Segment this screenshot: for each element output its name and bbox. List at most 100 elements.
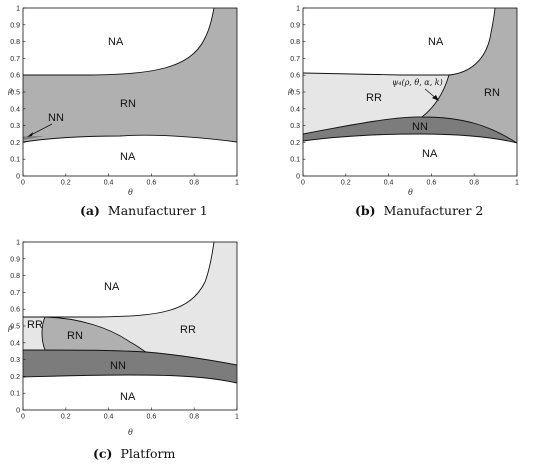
panel-b-xlabel: θ	[408, 188, 413, 197]
panel-c-rn-rr-right-boundary	[44, 316, 147, 353]
panel-b-xtick-label: 0.6	[427, 180, 437, 187]
panel-a-ytick-label: 0.7	[10, 56, 20, 63]
panel-c-ylabel: ρ	[7, 323, 13, 332]
panel-b-caption-tag: (b)	[355, 203, 376, 218]
panel-a-ytick-label: 0.1	[10, 157, 20, 164]
panel-b-ytick-label: 0.3	[290, 123, 300, 130]
panel-a-rn-region	[23, 8, 237, 142]
panel-a-xtick-label: 0.8	[189, 180, 199, 187]
panel-a-ytick-label: 0.2	[10, 140, 20, 147]
panel-c-xtick-label: 0.6	[147, 414, 157, 421]
panel-b-caption: (b) Manufacturer 2	[355, 203, 483, 218]
panel-b-upper-boundary	[303, 8, 496, 76]
panel-c-rn-region	[42, 317, 146, 352]
panel-b-ticks: 0 0.2 0.4 0.6 0.8 1 0 0.1 0.2 0.3 0.4 0.5 0.6 0.7 0.8 0…	[290, 6, 519, 187]
panel-b-ytick-label: 0.1	[290, 157, 300, 164]
panel-b-ytick-label: 0	[296, 174, 300, 181]
panel-b-ytick-label: 0.9	[290, 22, 300, 29]
panel-c-ytick-label: 0.5	[10, 324, 20, 331]
panel-b-ylabel: ρ	[287, 86, 293, 95]
panel-b-ytick-label: 1	[296, 6, 300, 13]
panel-b-xtick-label: 0.8	[469, 180, 479, 187]
panel-b-label-rr: RR	[366, 92, 382, 104]
panel-c-label-rr-right: RR	[180, 324, 196, 336]
panel-b-nn-region	[303, 116, 517, 143]
panel-b-plot-area	[303, 8, 517, 176]
panel-a-xtick-label: 1	[235, 180, 239, 187]
panel-c-ytick-label: 0.8	[10, 273, 20, 280]
panel-c-ytick-label: 0.1	[10, 391, 20, 398]
panel-a-xtick-label: 0.4	[104, 180, 114, 187]
panel-a-caption-tag: (a)	[80, 203, 100, 218]
panel-c-rr-rn-left-boundary	[41, 316, 46, 351]
panel-b-label-na-top: NA	[428, 36, 444, 48]
panel-c-ytick-label: 0.7	[10, 290, 20, 297]
panel-b-ytick-label: 0.7	[290, 56, 300, 63]
panel-a-label-na-top: NA	[108, 36, 124, 48]
panel-a-ytick-label: 0.5	[10, 90, 20, 97]
panel-b-nn-upper-boundary	[303, 116, 517, 144]
panel-a-xtick-label: 0	[21, 180, 25, 187]
panel-c-label-na-bottom: NA	[120, 391, 136, 403]
panel-a-label-nn: NN	[48, 112, 64, 124]
panel-b-xtick-label: 0	[301, 180, 305, 187]
panel-b-ytick-label: 0.8	[290, 39, 300, 46]
panel-b-ytick-label: 0.2	[290, 140, 300, 147]
panel-a-xtick-label: 0.2	[61, 180, 71, 187]
panel-c-caption-tag: (c)	[93, 446, 112, 461]
panel-a-xtick-label: 0.6	[147, 180, 157, 187]
panel-b-ytick-label: 0.4	[290, 106, 300, 113]
panel-c-xtick-label: 0.8	[189, 414, 199, 421]
panel-b-label-rn: RN	[484, 87, 500, 99]
panel-a-nn-arrowhead-icon	[27, 132, 33, 137]
panel-b-lower-boundary	[303, 133, 517, 144]
panel-b-label-na-bottom: NA	[422, 148, 438, 160]
panel-a-caption-text: Manufacturer 1	[108, 203, 208, 218]
panel-c-ytick-label: 1	[16, 240, 20, 247]
panel-a-nn-region	[23, 136, 45, 140]
panel-b-label-nn: NN	[412, 121, 428, 133]
panel-c-ytick-label: 0.4	[10, 340, 20, 347]
panel-a-label-rn: RN	[120, 98, 136, 110]
panel-c-plot-area	[23, 242, 237, 410]
panel-b-ytick-label: 0.5	[290, 90, 300, 97]
panel-b-xtick-label: 1	[515, 180, 519, 187]
panel-a-nn-arrow	[28, 123, 53, 137]
panel-a-label-na-bottom: NA	[120, 151, 136, 163]
panel-c-nn-region	[23, 350, 237, 383]
panel-a-ylabel: ρ	[7, 86, 13, 95]
panel-a-ytick-label: 0.4	[10, 106, 20, 113]
panel-c-lower-boundary	[23, 374, 237, 384]
panel-a-ytick-label: 0.6	[10, 73, 20, 80]
panel-a-xlabel: θ	[128, 188, 133, 197]
panel-c-label-nn: NN	[110, 360, 126, 372]
panel-c-xlabel: θ	[128, 428, 133, 437]
panel-c-ytick-label: 0.9	[10, 256, 20, 263]
panel-c-label-rn: RN	[67, 330, 83, 342]
panel-b: NA RR RN NN NA ψ₄(ρ, θ, α, k) 0 0.2 0.4 0.6…	[287, 6, 519, 219]
panel-c-caption-text: Platform	[120, 446, 175, 461]
panel-a-lower-boundary	[23, 134, 237, 143]
panel-c-xtick-label: 0.2	[61, 414, 71, 421]
panel-b-xtick-label: 0.2	[341, 180, 351, 187]
panel-c-xtick-label: 0	[21, 414, 25, 421]
panel-c-xtick-label: 0.4	[104, 414, 114, 421]
panel-b-xtick-label: 0.4	[384, 180, 394, 187]
panel-a-ytick-label: 0	[16, 174, 20, 181]
panel-b-psi-boundary	[421, 74, 450, 118]
panel-b-rr-region	[303, 73, 449, 134]
panel-a-ticks: 0 0.2 0.4 0.6 0.8 1 0 0.1 0.2 0.3 0.4 0.5 0.6 0.7 0.8 0…	[10, 6, 239, 187]
panel-b-psi-arrowhead-icon	[432, 95, 439, 101]
panel-b-rn-region	[422, 8, 517, 143]
panel-a-ytick-label: 0.8	[10, 39, 20, 46]
panel-a-ytick-label: 0.9	[10, 22, 20, 29]
panel-b-ytick-label: 0.6	[290, 73, 300, 80]
panel-c-xtick-label: 1	[235, 414, 239, 421]
panel-c: NA RR RN RR NN NA 0 0.2 0.4 0.6 0.8 100.10.20…	[7, 240, 239, 462]
panel-a-ytick-label: 0.3	[10, 123, 20, 130]
panel-c-ytick-label: 0.2	[10, 374, 20, 381]
panel-c-caption: (c) Platform	[93, 446, 175, 461]
panel-b-label-psi: ψ₄(ρ, θ, α, k)	[392, 78, 443, 87]
panel-c-rr-left-region	[23, 317, 45, 350]
